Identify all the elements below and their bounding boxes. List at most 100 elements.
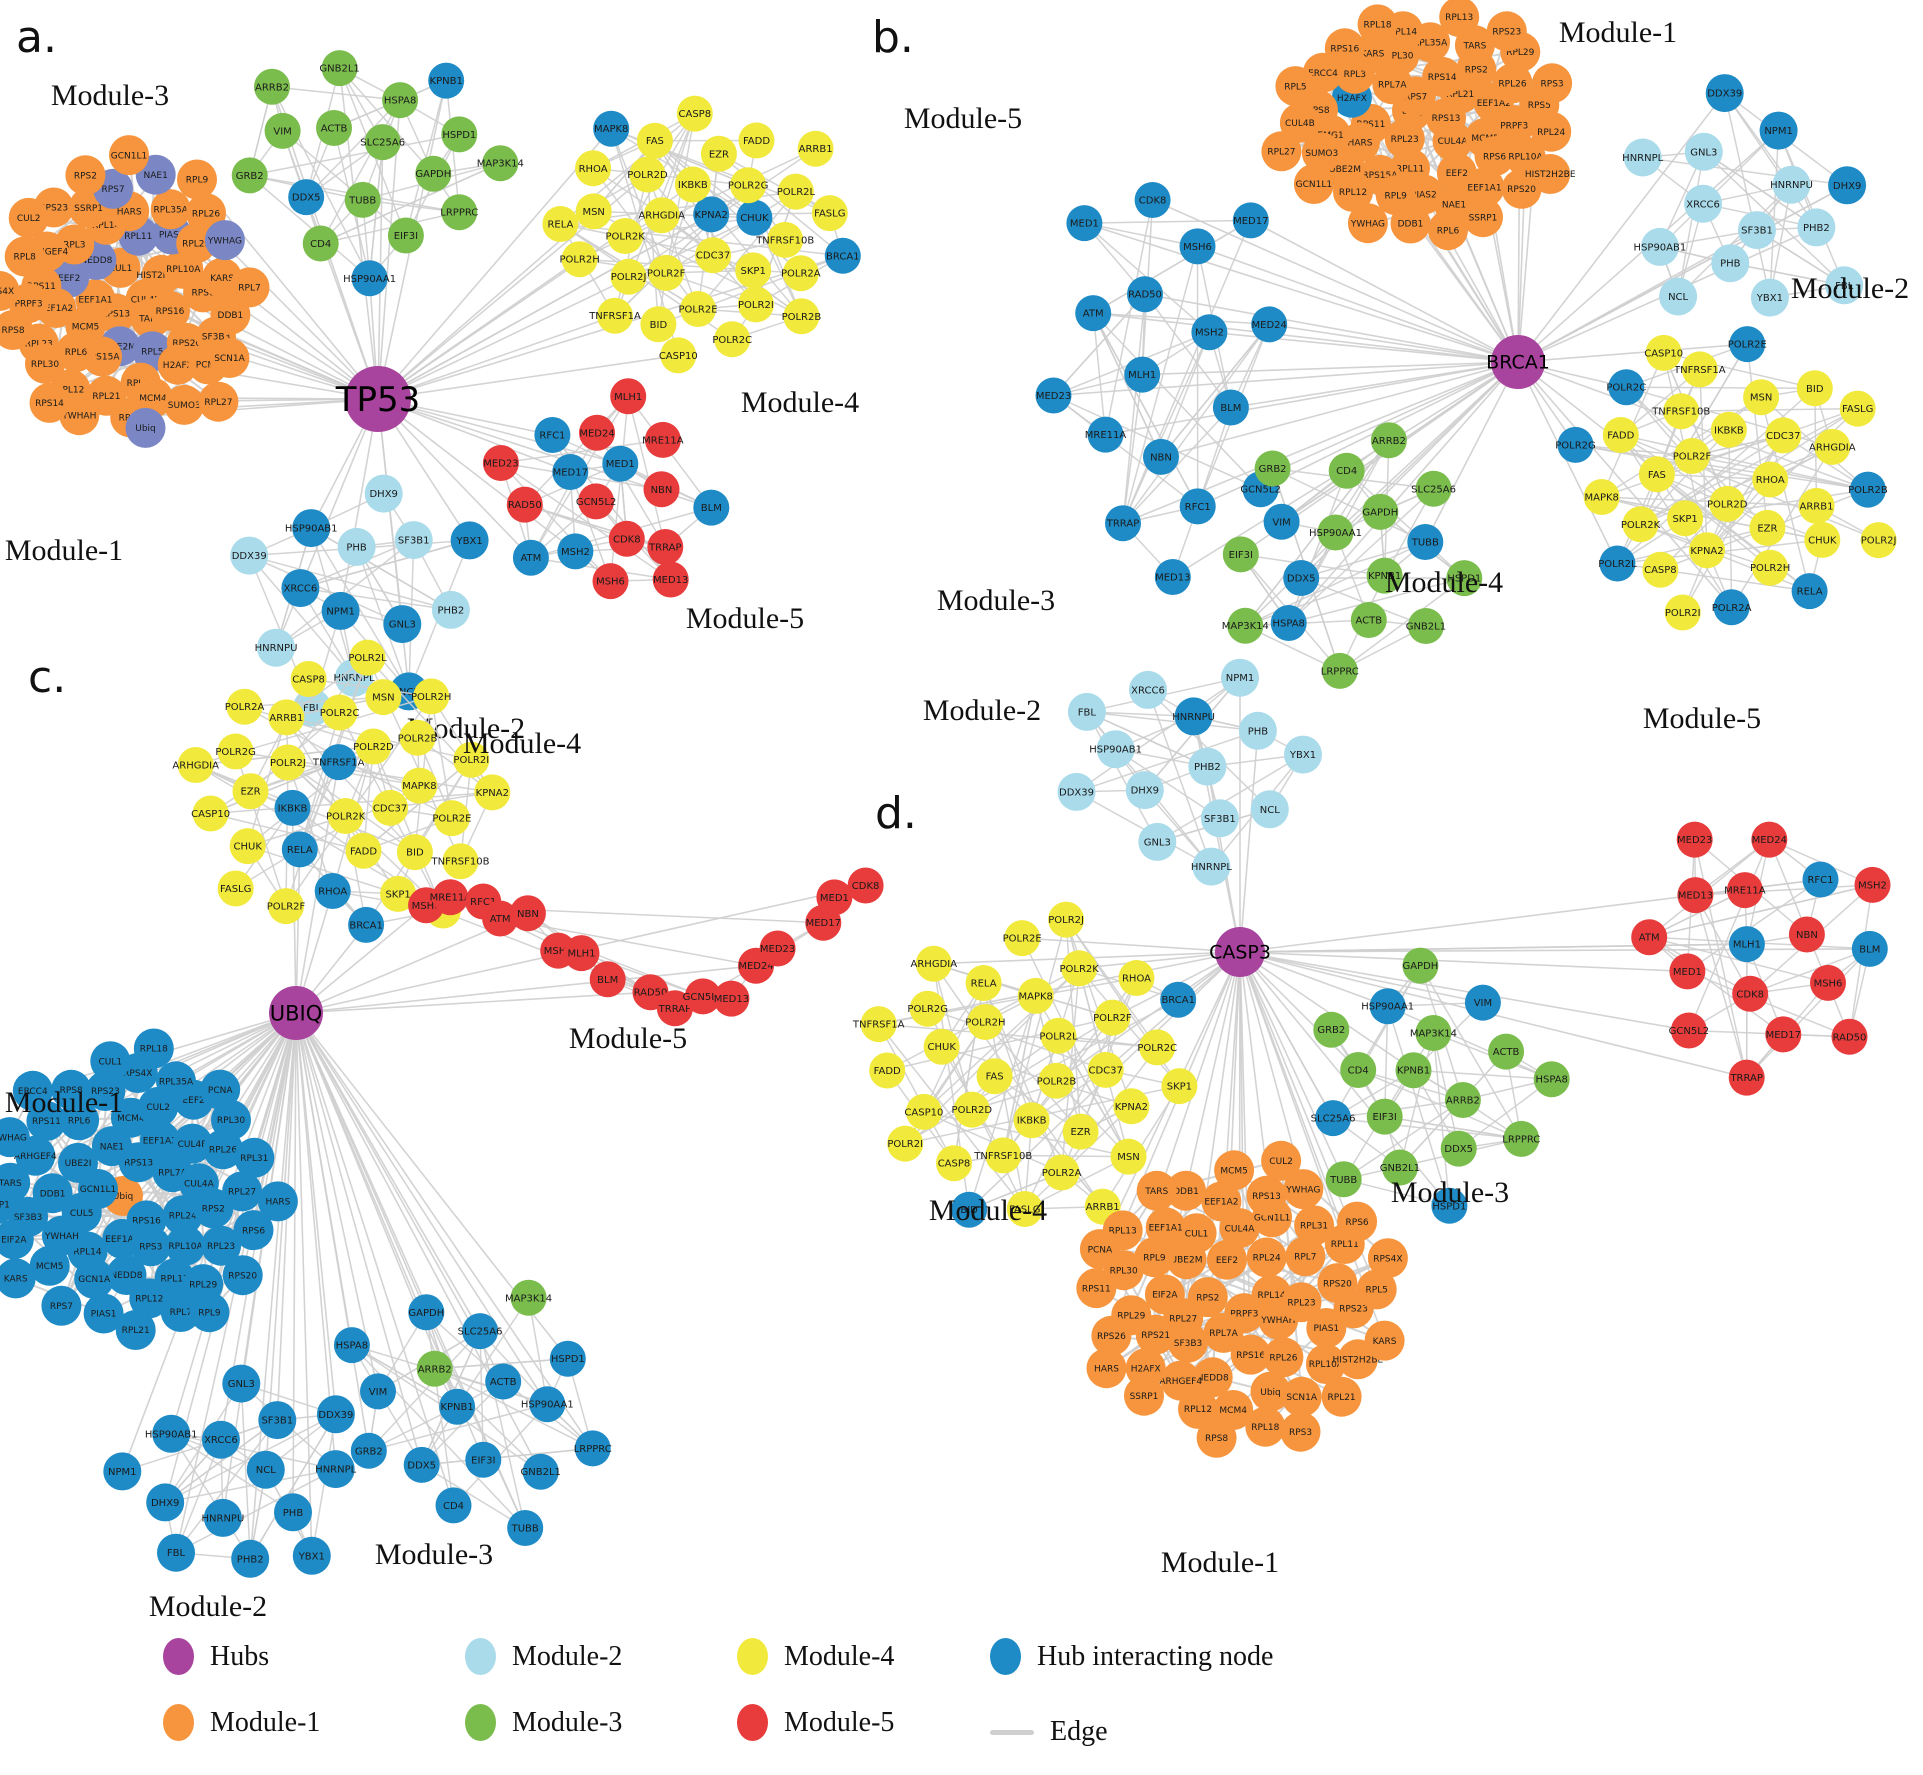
node-rpl5[interactable]: [1275, 66, 1316, 107]
node-phb2[interactable]: [231, 1539, 270, 1578]
node-rps16[interactable]: [150, 291, 190, 331]
node-grb2[interactable]: [231, 157, 268, 194]
node-msn[interactable]: [1743, 379, 1780, 416]
node-rpl6[interactable]: [1428, 210, 1468, 251]
node-skp1[interactable]: [735, 252, 772, 289]
node-polr2g[interactable]: [1557, 426, 1594, 463]
node-polr2j[interactable]: [1048, 901, 1085, 938]
node-ercc4[interactable]: [12, 1070, 53, 1111]
node-scn1a[interactable]: [209, 338, 250, 378]
node-eif3i[interactable]: [1366, 1098, 1403, 1135]
node-gcn1l1[interactable]: [1293, 164, 1334, 204]
node-eef1a2[interactable]: [1201, 1181, 1242, 1222]
node-bid[interactable]: [396, 834, 433, 871]
node-hnrnpu[interactable]: [257, 628, 295, 667]
node-msh6[interactable]: [1179, 228, 1216, 265]
node-med23[interactable]: [759, 930, 796, 967]
node-hspa8[interactable]: [333, 1327, 370, 1364]
node-rela[interactable]: [542, 206, 579, 242]
node-hars[interactable]: [1086, 1348, 1127, 1389]
node-rpl12[interactable]: [1333, 171, 1373, 212]
node-ncl[interactable]: [1659, 277, 1698, 316]
node-kpnb1[interactable]: [1395, 1052, 1432, 1089]
node-hist2h2be[interactable]: [1530, 154, 1571, 194]
node-hsp90ab1[interactable]: [152, 1414, 191, 1453]
node-hspd1[interactable]: [1446, 560, 1483, 597]
node-grb2[interactable]: [1313, 1011, 1350, 1048]
node-trrap[interactable]: [647, 529, 684, 565]
node-ywhag[interactable]: [1347, 203, 1388, 244]
node-ddx5[interactable]: [288, 179, 325, 216]
node-rfc1[interactable]: [534, 417, 571, 453]
node-cdk8[interactable]: [847, 867, 884, 904]
node-gapdh[interactable]: [1362, 493, 1399, 530]
node-polr2h[interactable]: [413, 678, 450, 715]
node-hspa8[interactable]: [382, 82, 419, 119]
node-hsp90aa1[interactable]: [1369, 988, 1406, 1025]
hub-casp3[interactable]: [1215, 927, 1265, 977]
node-polr2b[interactable]: [783, 298, 820, 335]
node-hsp90ab1[interactable]: [1640, 227, 1679, 266]
node-tnfrsf10b[interactable]: [767, 221, 804, 258]
node-pias1[interactable]: [83, 1293, 124, 1334]
node-rpl21[interactable]: [1321, 1376, 1362, 1417]
node-rps14[interactable]: [29, 382, 70, 423]
node-msh6[interactable]: [1810, 964, 1846, 1001]
node-gnb2l1[interactable]: [321, 50, 358, 87]
node-polr2k[interactable]: [1622, 506, 1659, 543]
node-phb2[interactable]: [1797, 208, 1836, 247]
node-mcm5[interactable]: [29, 1245, 70, 1286]
node-polr2k[interactable]: [327, 798, 364, 834]
node-rad50[interactable]: [1127, 276, 1163, 313]
node-fbl[interactable]: [157, 1533, 195, 1572]
node-hsp90ab1[interactable]: [1096, 730, 1135, 769]
node-sumo3[interactable]: [164, 384, 205, 425]
node-mre11a[interactable]: [1087, 416, 1124, 453]
node-cul1[interactable]: [90, 1041, 131, 1082]
node-slc25a6[interactable]: [462, 1313, 499, 1350]
node-polr2f[interactable]: [268, 888, 304, 925]
node-xrcc6[interactable]: [201, 1420, 240, 1459]
node-ezr[interactable]: [1062, 1113, 1099, 1150]
node-faslg[interactable]: [811, 195, 848, 232]
node-arrb1[interactable]: [268, 699, 305, 736]
node-ywhah[interactable]: [41, 1215, 82, 1256]
node-cul2[interactable]: [1261, 1140, 1302, 1181]
node-rpl23[interactable]: [201, 1225, 242, 1266]
node-gapdh[interactable]: [415, 155, 452, 192]
node-phb2[interactable]: [1188, 747, 1227, 786]
node-pcna[interactable]: [1079, 1229, 1120, 1270]
node-tnfrsf10b[interactable]: [985, 1137, 1022, 1174]
node-msh2[interactable]: [1854, 866, 1891, 903]
node-arhgdia[interactable]: [643, 197, 680, 234]
node-nedd8[interactable]: [1192, 1357, 1233, 1398]
node-skp1[interactable]: [1667, 500, 1704, 537]
node-cd4[interactable]: [302, 225, 339, 262]
node-arrb2[interactable]: [254, 68, 290, 105]
node-mre11a[interactable]: [1726, 872, 1763, 909]
node-med24[interactable]: [579, 414, 615, 451]
node-ddx39[interactable]: [1705, 74, 1744, 113]
node-rpl24[interactable]: [1246, 1237, 1287, 1278]
node-rpl6[interactable]: [59, 1100, 100, 1141]
node-polr2f[interactable]: [1674, 438, 1710, 474]
node-skp1[interactable]: [1161, 1068, 1198, 1105]
node-polr2j[interactable]: [269, 744, 306, 781]
node-hspd1[interactable]: [1431, 1187, 1468, 1224]
node-ywhag[interactable]: [0, 1117, 30, 1158]
node-fadd[interactable]: [738, 122, 775, 159]
node-hsp90aa1[interactable]: [1317, 514, 1354, 551]
node-rpl18[interactable]: [133, 1028, 174, 1069]
node-map3k14[interactable]: [482, 145, 519, 182]
node-xrcc6[interactable]: [1129, 670, 1167, 709]
node-npm1[interactable]: [1759, 111, 1798, 150]
node-chuk[interactable]: [923, 1028, 960, 1065]
node-casp8[interactable]: [290, 661, 327, 697]
node-fadd[interactable]: [869, 1052, 906, 1089]
node-rpl27[interactable]: [1261, 131, 1302, 172]
node-rps8[interactable]: [51, 1069, 92, 1110]
node-gcn5l2[interactable]: [684, 978, 721, 1015]
node-map3k14[interactable]: [1415, 1015, 1452, 1051]
node-ddx39[interactable]: [1057, 772, 1096, 811]
node-ssrp1[interactable]: [1124, 1375, 1164, 1416]
